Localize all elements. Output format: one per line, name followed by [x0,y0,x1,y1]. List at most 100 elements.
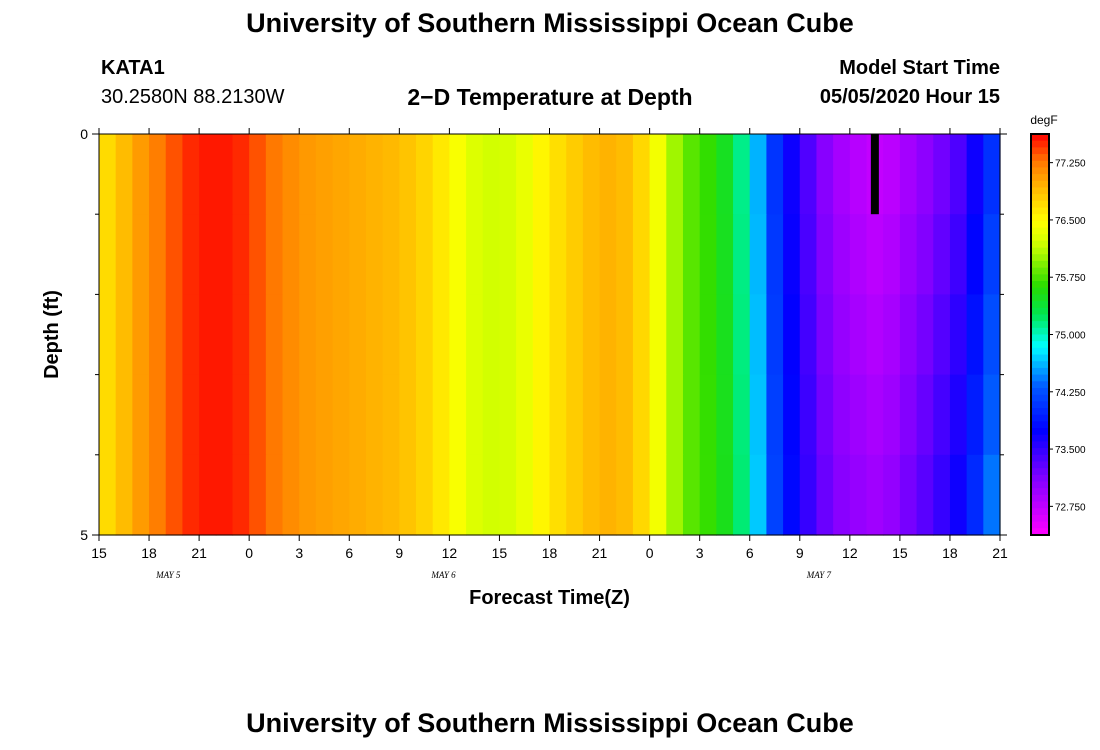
heatmap-cell [749,294,768,376]
colorbar-segment [1031,200,1049,209]
x-tick-label: 6 [345,545,353,561]
heatmap-cell [783,454,801,536]
heatmap-cell [616,294,634,376]
heatmap-cell [349,294,367,376]
heatmap-cell [149,134,167,215]
heatmap-cell [833,294,851,376]
heatmap-cell [149,294,167,376]
heatmap-cell [799,294,818,376]
heatmap-cell [382,214,400,295]
heatmap-cell [165,294,184,376]
heatmap-cell [365,134,384,215]
heatmap-cell [282,134,300,215]
heatmap-cell [499,374,517,456]
heatmap-cell [599,374,617,456]
heatmap-cell [816,454,834,536]
heatmap-cell [215,294,234,376]
heatmap-cell [365,454,384,536]
heatmap-cell [315,294,334,376]
heatmap-cell [265,374,284,456]
heatmap-cell [165,454,184,536]
heatmap-cell [632,214,651,295]
heatmap-cell [482,294,501,376]
heatmap-cell [649,454,667,536]
heatmap-cell [749,454,768,536]
heatmap-cell [382,374,400,456]
heatmap-cell [632,134,651,215]
heatmap-cell [566,134,584,215]
colorbar-segment [1031,528,1049,536]
heatmap-cell [949,374,968,456]
colorbar-segment [1031,354,1049,362]
heatmap-cell [399,454,417,536]
y-axis-ticks: 05 [80,126,1007,543]
heatmap-cell [265,214,284,295]
colorbar-segment [1031,281,1049,289]
heatmap-cell [165,374,184,456]
heatmap-cell [682,454,701,536]
colorbar-segment [1031,367,1049,376]
colorbar-segment [1031,227,1049,235]
x-tick-label: 18 [141,545,157,561]
heatmap-cell [699,134,717,215]
heatmap-cell [199,134,217,215]
heatmap-cell [416,134,434,215]
colorbar-tick-label: 74.250 [1055,388,1086,399]
heatmap-cell [816,294,834,376]
heatmap-cell [666,214,684,295]
heatmap-cell [699,214,717,295]
heatmap-cell [532,374,551,456]
heatmap-cell [182,134,200,215]
heatmap-cell [349,374,367,456]
heatmap-cell [516,134,534,215]
heatmap-cell [899,214,918,295]
colorbar-segment [1031,434,1049,443]
heatmap-cell [549,134,567,215]
heatmap-cell [416,294,434,376]
colorbar-segment [1031,214,1049,222]
heatmap-cell [516,214,534,295]
heatmap-cell [899,134,918,215]
heatmap-cell [382,454,400,536]
colorbar-segment [1031,134,1049,142]
heatmap-cell [666,454,684,536]
heatmap-cell [966,294,984,376]
x-tick-label: 3 [696,545,704,561]
y-tick-label: 0 [80,126,88,142]
heatmap-cell [766,374,784,456]
colorbar-segment [1031,260,1049,269]
heatmap-cell [966,374,984,456]
heatmap-cell [699,374,717,456]
colorbar-segment [1031,341,1049,349]
heatmap-cell [265,134,284,215]
x-tick-label: 9 [395,545,403,561]
heatmap-cell [616,134,634,215]
heatmap-cell [149,214,167,295]
x-tick-label: 15 [91,545,107,561]
heatmap-cell [299,294,317,376]
x-tick-label: 21 [592,545,608,561]
heatmap-cell [899,374,918,456]
heatmap-cell [632,374,651,456]
heatmap-cell [432,374,450,456]
heatmap-cell [132,294,150,376]
heatmap-cell [332,294,350,376]
colorbar-segment [1031,394,1049,402]
heatmap-cell [482,214,501,295]
heatmap-cell [599,454,617,536]
heatmap-cell [716,214,734,295]
x-tick-label: 18 [942,545,958,561]
colorbar-segment [1031,274,1049,282]
heatmap-cell [632,454,651,536]
heatmap-cell [599,134,617,215]
heatmap-cell [99,294,117,376]
colorbar-segment [1031,414,1049,422]
colorbar-segment [1031,508,1049,516]
colorbar-segment [1031,294,1049,302]
colorbar-segment [1031,454,1049,463]
heatmap-cell [833,134,851,215]
heatmap-cell [783,214,801,295]
heatmap-cell [616,374,634,456]
heatmap-cell [466,134,484,215]
